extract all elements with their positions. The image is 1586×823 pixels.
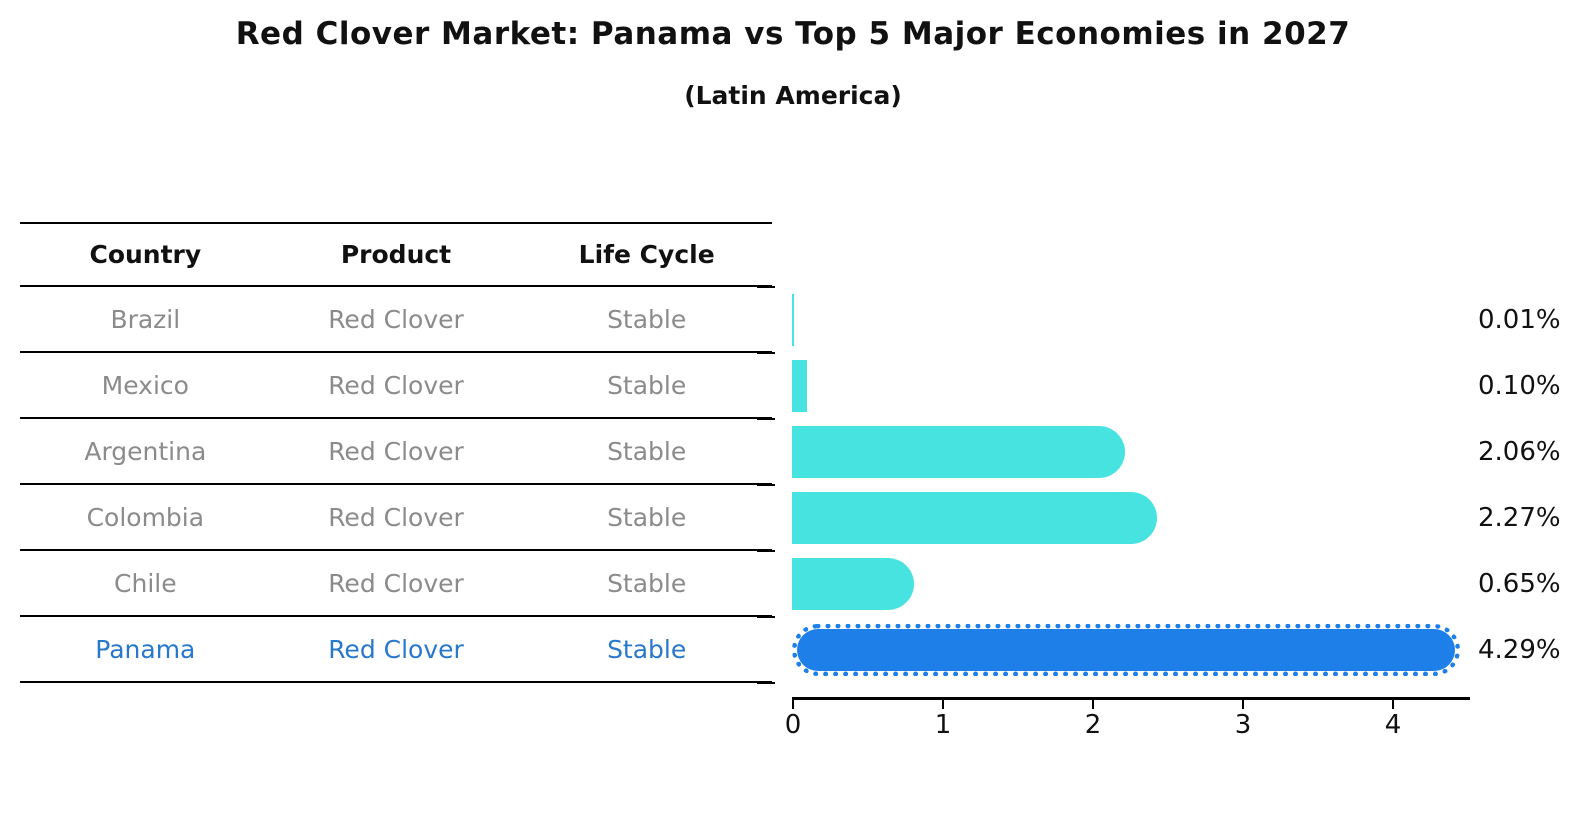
bar-value-label: 0.10% [1478, 371, 1561, 401]
product-cell: Red Clover [328, 502, 464, 532]
bar-row [792, 617, 1470, 683]
x-tick-label: 2 [1084, 710, 1102, 740]
x-tick-mark [1242, 700, 1244, 709]
y-tick-mark [757, 682, 775, 684]
product-cell: Red Clover [328, 370, 464, 400]
bar-plot-area [792, 287, 1470, 683]
table-body: Brazil Red Clover Stable Mexico Red Clover St… [20, 287, 772, 683]
chart-title: Red Clover Market: Panama vs Top 5 Major… [235, 16, 1351, 52]
product-cell: Red Clover [328, 304, 464, 334]
bar [792, 426, 1125, 478]
bar [792, 360, 807, 412]
y-tick-mark [757, 286, 775, 288]
table-row: Chile Red Clover Stable [20, 551, 772, 617]
table-header-row: Country Product Life Cycle [20, 222, 772, 287]
bar [792, 558, 914, 610]
table-row: Mexico Red Clover Stable [20, 353, 772, 419]
y-tick-mark [757, 352, 775, 354]
table-row: Argentina Red Clover Stable [20, 419, 772, 485]
x-axis-line [792, 697, 1470, 700]
table-row: Panama Red Clover Stable [20, 617, 772, 683]
bar-row [792, 353, 1470, 419]
life-cycle-cell: Stable [607, 634, 687, 664]
country-cell: Chile [114, 568, 177, 598]
life-cycle-cell: Stable [607, 436, 687, 466]
product-cell: Red Clover [328, 436, 464, 466]
x-tick-mark [792, 700, 794, 709]
product-cell: Red Clover [328, 568, 464, 598]
x-tick-label: 3 [1234, 710, 1252, 740]
bar-value-label: 4.29% [1478, 635, 1561, 665]
bar-row [792, 287, 1470, 353]
bar-value-labels: 0.01% 0.10% 2.06% 2.27% 0.65% 4.29% [1478, 287, 1586, 683]
bar-value-label: 0.01% [1478, 305, 1561, 335]
bar-value-label: 2.06% [1478, 437, 1561, 467]
column-header: Life Cycle [578, 240, 715, 269]
country-cell: Panama [95, 634, 196, 664]
product-cell: Red Clover [328, 634, 464, 664]
life-cycle-cell: Stable [607, 370, 687, 400]
bar-row [792, 551, 1470, 617]
country-cell: Brazil [110, 304, 181, 334]
column-header: Country [89, 240, 202, 269]
table-row: Colombia Red Clover Stable [20, 485, 772, 551]
country-table: Country Product Life Cycle Brazil Red Clove… [20, 222, 772, 683]
y-tick-mark [757, 418, 775, 420]
table-row: Brazil Red Clover Stable [20, 287, 772, 353]
life-cycle-cell: Stable [607, 502, 687, 532]
bar [792, 294, 794, 346]
country-cell: Colombia [86, 502, 205, 532]
x-tick-label: 0 [784, 710, 802, 740]
y-tick-mark [757, 616, 775, 618]
chart-subtitle: (Latin America) [684, 81, 902, 110]
x-tick-mark [1092, 700, 1094, 709]
highlight-bar [792, 624, 1460, 676]
x-tick-label: 4 [1384, 710, 1402, 740]
y-tick-mark [757, 550, 775, 552]
bar-value-label: 2.27% [1478, 503, 1561, 533]
column-header: Product [340, 240, 452, 269]
x-tick-mark [1392, 700, 1394, 709]
bar [792, 492, 1157, 544]
x-tick-label: 1 [934, 710, 952, 740]
country-cell: Argentina [84, 436, 207, 466]
life-cycle-cell: Stable [607, 568, 687, 598]
bar-row [792, 419, 1470, 485]
y-tick-mark [757, 484, 775, 486]
bar-row [792, 485, 1470, 551]
x-tick-mark [942, 700, 944, 709]
bar-value-label: 0.65% [1478, 569, 1561, 599]
life-cycle-cell: Stable [607, 304, 687, 334]
country-cell: Mexico [101, 370, 189, 400]
